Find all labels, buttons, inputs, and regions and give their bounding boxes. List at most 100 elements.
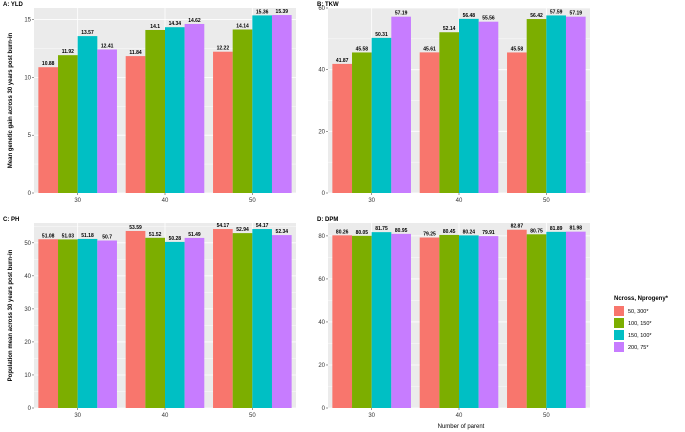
bar (507, 52, 527, 193)
data-label: 15.39 (276, 9, 289, 15)
y-tick-label: 80 (318, 234, 325, 240)
data-label: 81.75 (375, 226, 388, 232)
legend-title: Ncross, Nprogeny* (614, 296, 669, 302)
data-label: 52.34 (276, 229, 289, 235)
data-label: 81.98 (570, 226, 583, 232)
bar (213, 51, 233, 193)
data-label: 50.7 (102, 235, 112, 241)
data-label: 45.58 (511, 46, 524, 52)
data-label: 80.26 (336, 229, 349, 235)
y-tick-label: 60 (318, 277, 325, 283)
bar (332, 235, 353, 408)
data-label: 14.14 (236, 24, 249, 30)
x-tick-label: 50 (249, 198, 256, 204)
bar (478, 236, 499, 408)
data-label: 50.31 (375, 32, 388, 38)
bar (526, 234, 547, 408)
bar (419, 237, 440, 408)
data-label: 12.22 (217, 46, 230, 52)
bar (232, 29, 253, 193)
y-axis-title: Population mean across 30 years post bur… (8, 249, 14, 381)
bar (252, 15, 272, 194)
panel-title: D: DPM (317, 217, 338, 223)
x-tick-label: 30 (74, 413, 81, 419)
data-label: 51.08 (42, 233, 55, 239)
x-tick-label: 30 (74, 198, 81, 204)
data-label: 81.89 (550, 226, 563, 232)
bar (526, 19, 547, 194)
data-label: 51.52 (149, 232, 162, 238)
data-label: 80.75 (530, 228, 543, 234)
y-tick-label: 5 (28, 133, 32, 139)
data-label: 79.25 (423, 232, 436, 238)
bar (38, 239, 59, 408)
bar (391, 233, 411, 408)
x-tick-label: 40 (456, 198, 463, 204)
data-label: 52.14 (443, 26, 456, 32)
data-label: 45.61 (423, 46, 436, 52)
bar (391, 16, 411, 193)
data-label: 45.58 (356, 46, 369, 52)
bar (58, 55, 78, 193)
bar (546, 231, 566, 408)
bar (439, 234, 459, 408)
y-tick-label: 30 (24, 307, 31, 313)
bar (125, 230, 146, 408)
data-label: 57.19 (570, 11, 583, 17)
data-label: 51.18 (81, 233, 94, 239)
bar (38, 67, 59, 193)
bar (77, 36, 98, 193)
data-label: 50.28 (169, 236, 182, 242)
data-label: 14.34 (169, 21, 182, 27)
x-tick-label: 40 (162, 198, 169, 204)
legend-swatch (614, 318, 624, 328)
bar (97, 240, 117, 408)
panel-2: B: TKW 0 20 40 60 41.87 45.58 50.31 57.19 30 45.61… (317, 2, 590, 204)
data-label: 11.84 (129, 50, 141, 56)
bar (125, 56, 146, 193)
y-tick-label: 50 (24, 241, 31, 247)
bar (232, 233, 253, 408)
x-axis-title: Number of parent (438, 424, 485, 430)
legend-item-label: 200, 75* (628, 345, 649, 351)
data-label: 15.36 (256, 9, 269, 15)
y-tick-label: 60 (318, 6, 325, 12)
panel-title: C: PH (3, 217, 19, 223)
bar (145, 29, 165, 193)
y-tick-label: 0 (322, 406, 326, 412)
bar (478, 21, 499, 193)
data-label: 13.57 (81, 30, 94, 36)
legend: Ncross, Nprogeny* 50, 300* 100, 150* 150, 1… (614, 296, 669, 352)
data-label: 57.59 (550, 9, 563, 15)
data-label: 80.95 (395, 228, 408, 234)
x-tick-label: 50 (249, 413, 256, 419)
data-label: 80.05 (356, 230, 369, 236)
bar (77, 238, 98, 408)
bar (459, 235, 479, 408)
y-tick-label: 20 (318, 129, 325, 135)
panel-3: C: PH 0 10 20 30 40 50 51.08 51.03 51.18 50.7 30 53.… (3, 217, 296, 419)
bar (271, 235, 292, 408)
bar (565, 231, 586, 408)
x-tick-label: 40 (456, 413, 463, 419)
bar (165, 27, 185, 193)
data-label: 82.87 (511, 224, 524, 230)
bar (439, 32, 459, 193)
y-tick-label: 20 (318, 363, 325, 369)
bar (213, 229, 233, 408)
bar (145, 237, 165, 408)
legend-swatch (614, 342, 624, 352)
x-tick-label: 30 (368, 198, 375, 204)
data-label: 10.88 (42, 61, 55, 67)
bar (419, 52, 440, 193)
data-label: 54.17 (217, 223, 230, 229)
bar (97, 49, 117, 194)
x-tick-label: 40 (162, 413, 169, 419)
bar (165, 241, 185, 408)
data-label: 55.56 (482, 16, 495, 22)
bar (546, 15, 566, 194)
bar (352, 235, 372, 408)
y-tick-label: 40 (318, 68, 325, 74)
y-tick-label: 0 (28, 406, 32, 412)
panel-1: A: YLD 0 5 10 15 10.88 11.92 13.57 12.41 30 11.84 1… (3, 2, 296, 204)
